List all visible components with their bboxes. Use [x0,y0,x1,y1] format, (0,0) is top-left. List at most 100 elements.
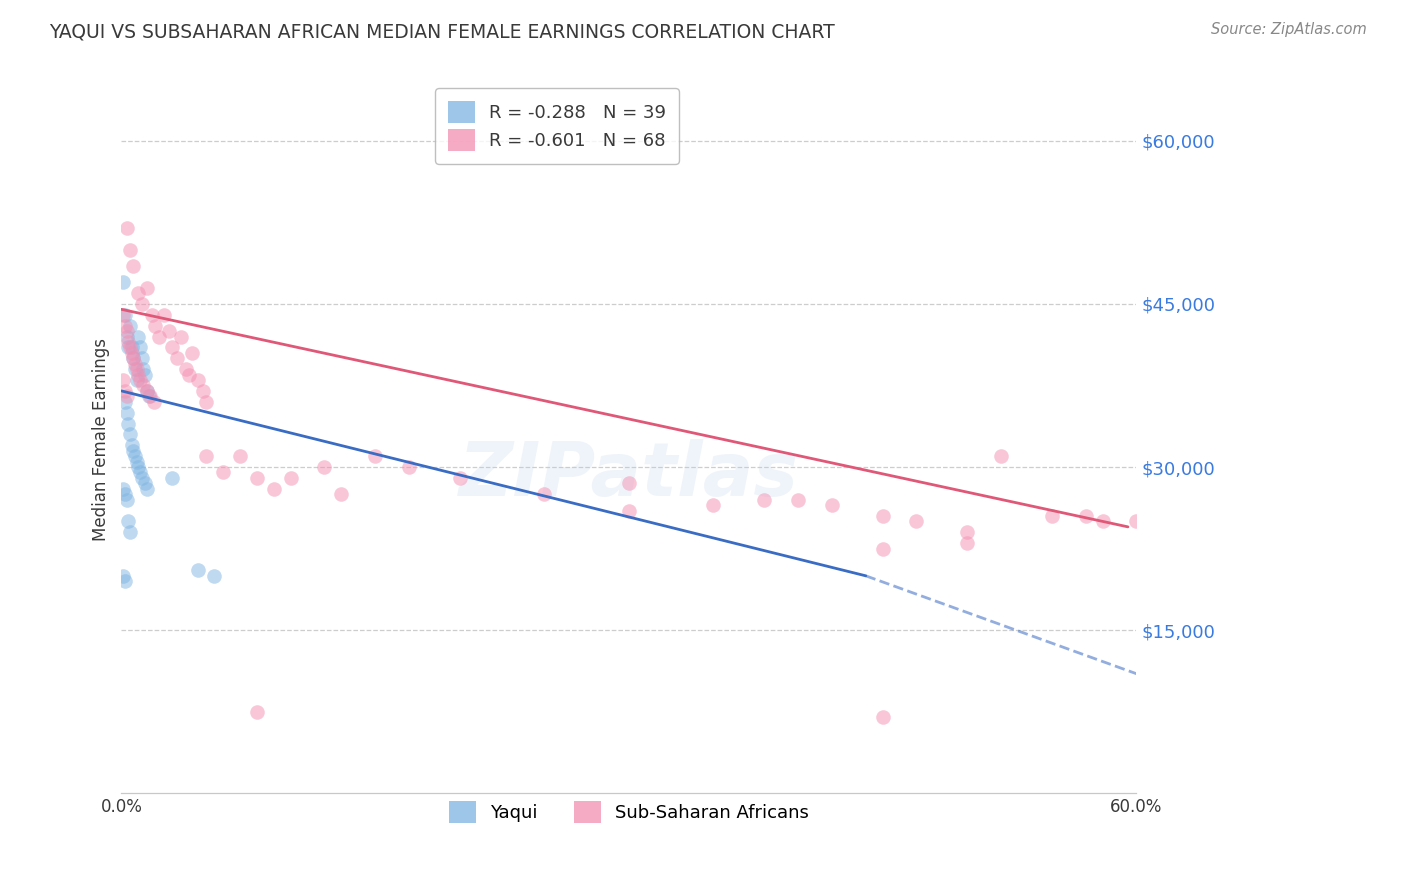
Point [114,318,136,333]
Point [122,443,145,458]
Point [617,476,640,491]
Point [142,394,165,409]
Point [134,368,156,382]
Point [174,362,197,376]
Point [905,515,928,529]
Point [181,346,204,360]
Point [117,340,139,354]
Point [115,329,138,343]
Point [118,243,141,257]
Point [127,368,149,382]
Point [195,449,218,463]
Point [330,487,353,501]
Point [872,710,894,724]
Point [364,449,387,463]
Point [122,259,145,273]
Point [956,536,979,550]
Point [229,449,252,463]
Point [617,503,640,517]
Point [187,563,209,577]
Point [112,275,135,289]
Point [143,318,166,333]
Point [112,373,135,387]
Point [115,389,138,403]
Point [121,346,143,360]
Point [263,482,285,496]
Legend: Yaqui, Sub-Saharan Africans: Yaqui, Sub-Saharan Africans [437,790,820,834]
Point [956,525,979,540]
Point [135,482,157,496]
Point [118,318,141,333]
Point [1074,508,1097,523]
Point [131,351,153,366]
Point [398,460,420,475]
Point [114,384,136,398]
Point [127,460,149,475]
Point [1125,515,1147,529]
Point [127,329,149,343]
Point [246,471,269,485]
Point [114,487,136,501]
Point [138,389,160,403]
Point [114,574,136,589]
Point [129,466,152,480]
Point [135,384,157,398]
Point [1040,508,1063,523]
Point [160,340,183,354]
Point [195,394,218,409]
Point [112,482,135,496]
Point [166,351,188,366]
Point [177,368,200,382]
Point [131,297,153,311]
Point [118,525,141,540]
Point [117,334,139,349]
Point [115,324,138,338]
Point [702,498,724,512]
Point [246,705,269,719]
Point [124,449,146,463]
Point [118,427,141,442]
Point [754,492,776,507]
Point [157,324,180,338]
Point [1091,515,1114,529]
Point [212,466,235,480]
Point [204,569,226,583]
Point [125,454,148,468]
Point [169,329,191,343]
Text: Source: ZipAtlas.com: Source: ZipAtlas.com [1211,22,1367,37]
Point [121,438,143,452]
Point [124,357,146,371]
Point [121,340,143,354]
Point [117,417,139,431]
Point [187,373,209,387]
Point [125,362,148,376]
Point [125,373,148,387]
Point [124,362,146,376]
Point [127,285,149,300]
Point [132,362,155,376]
Point [132,378,155,392]
Point [533,487,555,501]
Point [135,384,157,398]
Point [135,280,157,294]
Point [872,541,894,556]
Point [114,394,136,409]
Point [139,389,162,403]
Point [990,449,1012,463]
Point [118,340,141,354]
Point [191,384,214,398]
Point [129,340,152,354]
Point [122,351,145,366]
Point [117,515,139,529]
Point [115,406,138,420]
Point [152,308,174,322]
Point [114,308,136,322]
Point [134,476,156,491]
Point [148,329,170,343]
Point [115,220,138,235]
Text: ZIPatlas: ZIPatlas [458,439,799,512]
Point [787,492,810,507]
Y-axis label: Median Female Earnings: Median Female Earnings [93,338,110,541]
Point [112,308,135,322]
Point [449,471,471,485]
